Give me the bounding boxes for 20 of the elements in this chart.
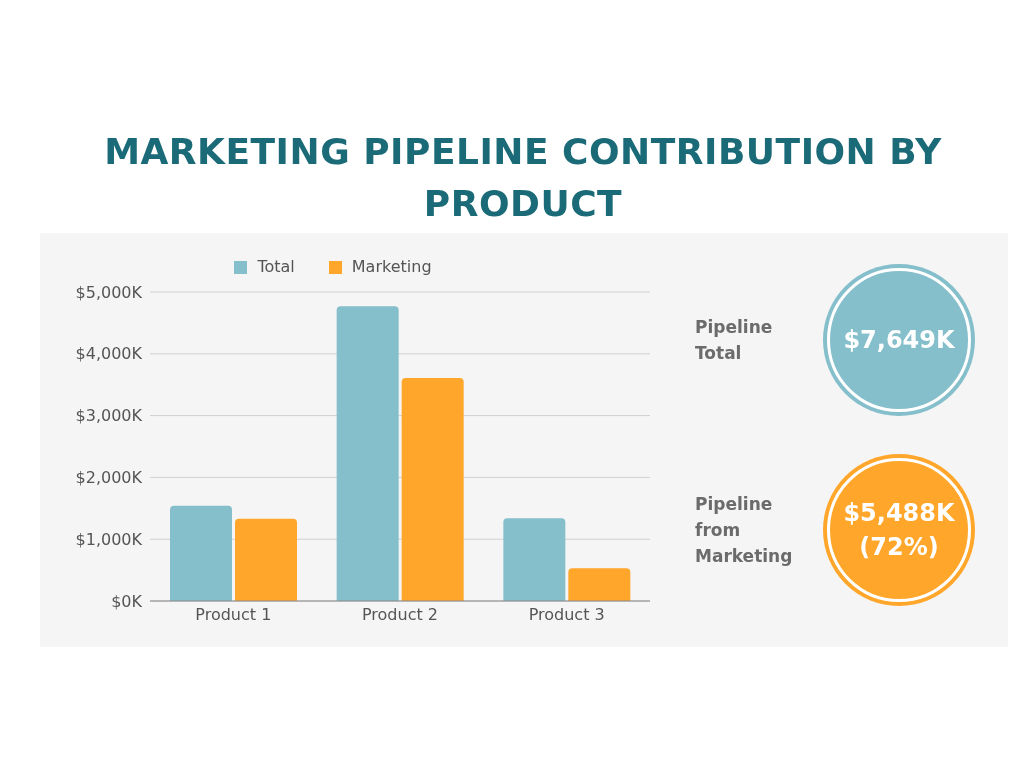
bar — [568, 568, 631, 601]
x-tick-label: Product 2 — [361, 605, 439, 625]
bar — [336, 306, 399, 601]
bar — [503, 518, 566, 601]
y-tick-label: $1,000K — [75, 529, 143, 549]
y-tick-label: $3,000K — [75, 406, 143, 426]
text: Pipeline from Marketing — [695, 493, 794, 568]
legend-label: Total — [257, 257, 295, 276]
text: Pipeline Total — [695, 316, 774, 365]
y-tick-label: $4,000K — [75, 344, 143, 364]
bar — [170, 505, 232, 601]
chart-title: MARKETING PIPELINE CONTRIBUTION BY PRODUCT — [103, 130, 943, 226]
x-tick-label: Product 3 — [528, 605, 605, 625]
y-tick-label: $0K — [111, 591, 143, 611]
y-tick-label: $2,000K — [75, 468, 143, 488]
bar — [235, 518, 297, 601]
x-tick-label: Product 1 — [195, 605, 272, 625]
y-tick-label: $5,000K — [75, 282, 143, 302]
bar — [401, 377, 464, 601]
legend-label: Marketing — [351, 257, 432, 276]
